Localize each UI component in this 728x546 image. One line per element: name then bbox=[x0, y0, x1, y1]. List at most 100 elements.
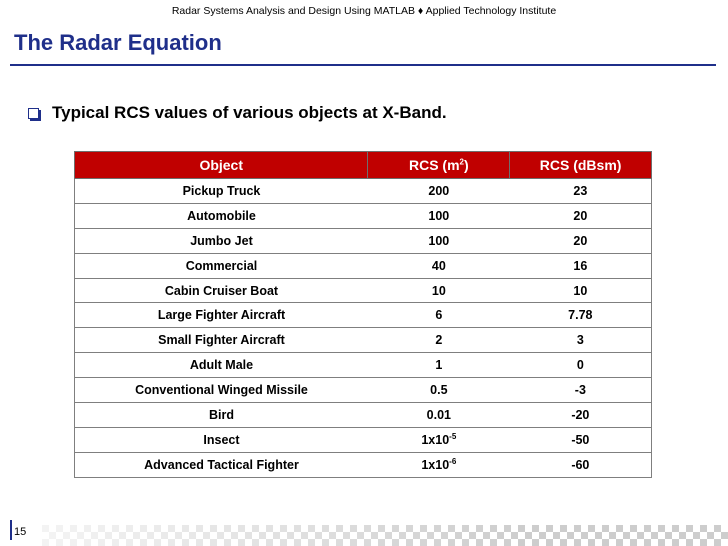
checker-square bbox=[700, 539, 707, 546]
cell-rcs-dbsm: 3 bbox=[509, 327, 652, 354]
rcs-m2-value: 100 bbox=[428, 233, 450, 248]
checker-square bbox=[413, 532, 420, 539]
checker-square bbox=[308, 525, 315, 532]
slide-title: The Radar Equation bbox=[14, 30, 222, 55]
checker-square bbox=[504, 525, 511, 532]
checker-square bbox=[63, 532, 70, 539]
checker-square bbox=[672, 539, 679, 546]
checker-square bbox=[294, 525, 301, 532]
checker-square bbox=[448, 525, 455, 532]
cell-rcs-dbsm: 7.78 bbox=[509, 302, 652, 329]
checker-square bbox=[49, 532, 56, 539]
rcs-m2-value: 200 bbox=[428, 183, 450, 198]
checker-square bbox=[84, 539, 91, 546]
checker-square bbox=[294, 539, 301, 546]
checker-square bbox=[721, 532, 728, 539]
checker-square bbox=[252, 525, 259, 532]
checker-square bbox=[588, 525, 595, 532]
checker-square bbox=[322, 539, 329, 546]
rcs-m2-value: 2 bbox=[435, 333, 443, 348]
cell-object: Cabin Cruiser Boat bbox=[73, 277, 368, 304]
cell-rcs-dbsm: -20 bbox=[509, 402, 652, 428]
checker-square bbox=[238, 539, 245, 546]
rcs-m2-value: 10 bbox=[431, 283, 446, 298]
cell-rcs-dbsm: -3 bbox=[509, 377, 652, 404]
checker-square bbox=[511, 532, 518, 539]
checker-square bbox=[420, 539, 427, 546]
checker-square bbox=[119, 532, 126, 539]
checker-square bbox=[532, 539, 539, 546]
cell-rcs-m2: 1x10-5 bbox=[367, 426, 510, 453]
checker-square bbox=[385, 532, 392, 539]
table-row: Insect 1x10-5 -50 bbox=[73, 426, 652, 453]
cell-rcs-dbsm: 20 bbox=[509, 227, 652, 254]
header-rcs-dbsm: RCS (dBsm) bbox=[509, 151, 652, 179]
checker-square bbox=[175, 532, 182, 539]
checker-square bbox=[469, 532, 476, 539]
rcs-m2-value: 0.5 bbox=[430, 383, 448, 398]
checker-square bbox=[224, 539, 231, 546]
checker-square bbox=[371, 532, 378, 539]
table-row: Conventional Winged Missile 0.5 -3 bbox=[73, 377, 652, 404]
cell-rcs-m2: 1x10-6 bbox=[367, 451, 510, 478]
checker-square bbox=[392, 539, 399, 546]
cell-object: Adult Male bbox=[73, 352, 368, 379]
checker-square bbox=[574, 525, 581, 532]
checker-square bbox=[154, 539, 161, 546]
checker-square bbox=[434, 539, 441, 546]
rcs-m2-value: 1x10 bbox=[421, 432, 450, 447]
rcs-m2-value: 40 bbox=[431, 258, 446, 273]
checker-square bbox=[406, 525, 413, 532]
checker-square bbox=[280, 525, 287, 532]
cell-rcs-dbsm: 20 bbox=[509, 202, 652, 229]
header-rcs-m2-sup: 2 bbox=[459, 157, 464, 167]
checker-square bbox=[168, 525, 175, 532]
table-row: Commercial 40 16 bbox=[73, 252, 652, 279]
checker-square bbox=[91, 532, 98, 539]
bullet-text: Typical RCS values of various objects at… bbox=[52, 103, 447, 122]
checker-square bbox=[518, 539, 525, 546]
checker-square bbox=[322, 525, 329, 532]
checker-square bbox=[546, 525, 553, 532]
checker-square bbox=[581, 532, 588, 539]
checker-square bbox=[364, 525, 371, 532]
checker-square bbox=[196, 539, 203, 546]
checker-square bbox=[504, 539, 511, 546]
checker-square bbox=[84, 525, 91, 532]
checker-square bbox=[560, 539, 567, 546]
cell-rcs-m2: 40 bbox=[367, 252, 510, 279]
checker-square bbox=[168, 539, 175, 546]
checker-square bbox=[336, 539, 343, 546]
checker-square bbox=[161, 532, 168, 539]
checker-square bbox=[133, 532, 140, 539]
rcs-m2-value: 6 bbox=[435, 308, 443, 323]
checker-square bbox=[182, 525, 189, 532]
cell-object: Insect bbox=[73, 426, 368, 453]
checker-square bbox=[679, 532, 686, 539]
checker-square bbox=[154, 525, 161, 532]
checker-square bbox=[217, 532, 224, 539]
checker-square bbox=[707, 532, 714, 539]
cell-rcs-m2: 6 bbox=[367, 302, 510, 329]
checker-square bbox=[532, 525, 539, 532]
checker-square bbox=[266, 525, 273, 532]
table-row: Pickup Truck 200 23 bbox=[73, 178, 652, 204]
checker-square bbox=[189, 532, 196, 539]
table-row: Automobile 100 20 bbox=[73, 202, 652, 229]
table-row: Bird 0.01 -20 bbox=[73, 402, 652, 428]
checker-square bbox=[686, 539, 693, 546]
checker-square bbox=[497, 532, 504, 539]
cell-rcs-m2: 2 bbox=[367, 327, 510, 354]
checker-square bbox=[476, 539, 483, 546]
checker-square bbox=[196, 525, 203, 532]
checker-square bbox=[245, 532, 252, 539]
checker-square bbox=[210, 539, 217, 546]
checker-square bbox=[301, 532, 308, 539]
checker-square bbox=[336, 525, 343, 532]
checker-square bbox=[147, 532, 154, 539]
checker-square bbox=[623, 532, 630, 539]
checker-square bbox=[483, 532, 490, 539]
checker-square bbox=[616, 539, 623, 546]
checker-square bbox=[224, 525, 231, 532]
cell-rcs-m2: 0.5 bbox=[367, 377, 510, 404]
